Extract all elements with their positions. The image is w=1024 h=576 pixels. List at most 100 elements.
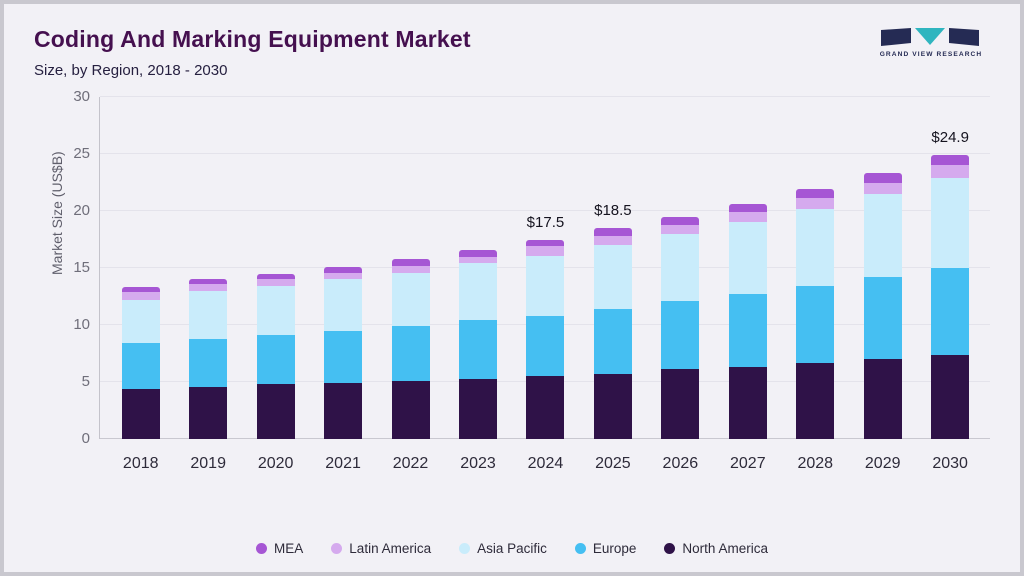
bar-segment-north-america-2019[interactable]: [189, 386, 228, 439]
bar-stack-2026[interactable]: [661, 216, 700, 439]
bar-segment-mea-2030[interactable]: [931, 155, 970, 166]
chart-area: Market Size (US$B) 0 5 10 15 20 25 30 2018 2019…: [49, 88, 990, 472]
bar-segment-latin-america-2025[interactable]: [593, 236, 632, 246]
legend-label-europe: Europe: [592, 541, 637, 556]
bar-segment-north-america-2022[interactable]: [391, 380, 430, 439]
bar-stack-2023[interactable]: [458, 249, 497, 439]
page-title: Coding And Marking Equipment Market: [34, 26, 471, 52]
bar-segment-north-america-2020[interactable]: [256, 384, 295, 439]
bar-segment-europe-2026[interactable]: [661, 301, 700, 370]
bar-segment-north-america-2030[interactable]: [931, 354, 970, 439]
bar-2021: 2021: [311, 266, 375, 472]
bar-segment-europe-2029[interactable]: [863, 277, 902, 360]
legend-item-north-america[interactable]: North America: [664, 541, 768, 556]
bar-segment-mea-2020[interactable]: [256, 273, 295, 280]
bar-segment-asia-pacific-2029[interactable]: [863, 193, 902, 278]
bar-segment-north-america-2028[interactable]: [796, 362, 835, 439]
bar-segment-mea-2029[interactable]: [863, 173, 902, 183]
legend-item-asia-pacific[interactable]: Asia Pacific: [459, 541, 547, 556]
bar-segment-asia-pacific-2021[interactable]: [324, 279, 363, 331]
bar-segment-europe-2018[interactable]: [121, 343, 160, 389]
bar-stack-2025[interactable]: [593, 228, 632, 439]
bar-segment-north-america-2023[interactable]: [458, 378, 497, 439]
bar-segment-europe-2021[interactable]: [324, 330, 363, 384]
bar-segment-asia-pacific-2020[interactable]: [256, 286, 295, 336]
bar-segment-europe-2019[interactable]: [189, 338, 228, 387]
x-tick-label-2022: 2022: [392, 455, 429, 472]
x-tick-label-2028: 2028: [797, 455, 834, 472]
bar-stack-2019[interactable]: [189, 279, 228, 439]
y-tick-label-20: 20: [73, 202, 90, 219]
bar-segment-latin-america-2027[interactable]: [728, 212, 767, 223]
bar-stack-2027[interactable]: [728, 204, 767, 439]
bar-segment-latin-america-2019[interactable]: [189, 283, 228, 291]
bar-segment-mea-2019[interactable]: [189, 279, 228, 284]
bar-segment-asia-pacific-2022[interactable]: [391, 272, 430, 327]
bar-segment-mea-2024[interactable]: [526, 239, 565, 247]
bar-segment-latin-america-2022[interactable]: [391, 265, 430, 273]
bar-segment-asia-pacific-2025[interactable]: [593, 245, 632, 310]
bar-segment-mea-2023[interactable]: [458, 249, 497, 257]
bar-segment-asia-pacific-2030[interactable]: [931, 177, 970, 269]
bar-segment-europe-2030[interactable]: [931, 268, 970, 355]
bar-segment-latin-america-2029[interactable]: [863, 182, 902, 194]
bar-stack-2018[interactable]: [121, 287, 160, 439]
bar-segment-mea-2018[interactable]: [121, 287, 160, 292]
y-tick-label-0: 0: [81, 430, 90, 447]
bar-segment-latin-america-2021[interactable]: [324, 272, 363, 280]
bar-segment-latin-america-2024[interactable]: [526, 246, 565, 256]
bar-segment-asia-pacific-2024[interactable]: [526, 255, 565, 316]
bar-segment-asia-pacific-2019[interactable]: [189, 290, 228, 339]
legend-item-mea[interactable]: MEA: [256, 541, 303, 556]
bar-segment-europe-2028[interactable]: [796, 286, 835, 363]
bar-segment-mea-2026[interactable]: [661, 216, 700, 225]
bar-segment-asia-pacific-2023[interactable]: [458, 263, 497, 321]
bar-segment-asia-pacific-2026[interactable]: [661, 233, 700, 302]
bar-segment-latin-america-2018[interactable]: [121, 291, 160, 300]
bar-2018: 2018: [109, 287, 173, 472]
bar-segment-north-america-2021[interactable]: [324, 383, 363, 439]
bar-segment-mea-2027[interactable]: [728, 204, 767, 213]
bar-segment-mea-2028[interactable]: [796, 189, 835, 199]
bar-segment-latin-america-2023[interactable]: [458, 256, 497, 264]
bar-segment-europe-2020[interactable]: [256, 335, 295, 385]
bar-segment-latin-america-2026[interactable]: [661, 224, 700, 234]
bar-stack-2030[interactable]: [931, 155, 970, 439]
y-tick-label-10: 10: [73, 316, 90, 333]
bar-segment-latin-america-2020[interactable]: [256, 279, 295, 287]
value-label-2024: $17.5: [526, 213, 565, 231]
bar-segment-north-america-2024[interactable]: [526, 376, 565, 439]
bar-segment-asia-pacific-2028[interactable]: [796, 208, 835, 287]
bar-segment-europe-2022[interactable]: [391, 326, 430, 381]
bar-stack-2020[interactable]: [256, 273, 295, 439]
bar-stack-2029[interactable]: [863, 173, 902, 439]
legend-item-latin-america[interactable]: Latin America: [331, 541, 431, 556]
bar-segment-latin-america-2028[interactable]: [796, 198, 835, 209]
bar-segment-europe-2024[interactable]: [526, 315, 565, 377]
bar-stack-2021[interactable]: [324, 266, 363, 439]
legend-marker-asia-pacific: [459, 543, 471, 554]
bar-stack-2024[interactable]: [526, 239, 565, 439]
bar-stack-2022[interactable]: [391, 258, 430, 439]
x-tick-label-2021: 2021: [325, 455, 361, 472]
bar-segment-europe-2027[interactable]: [728, 294, 767, 368]
bar-segment-mea-2025[interactable]: [593, 228, 632, 237]
bar-segment-north-america-2027[interactable]: [728, 367, 767, 439]
bar-stack-2028[interactable]: [796, 189, 835, 439]
bar-2020: 2020: [244, 273, 308, 472]
bar-segment-europe-2025[interactable]: [593, 309, 632, 375]
bar-segment-north-america-2025[interactable]: [593, 374, 632, 439]
bar-segment-asia-pacific-2027[interactable]: [728, 222, 767, 295]
bar-segment-asia-pacific-2018[interactable]: [121, 299, 160, 344]
bar-segment-mea-2022[interactable]: [391, 258, 430, 266]
bar-segment-north-america-2026[interactable]: [661, 369, 700, 439]
bar-segment-north-america-2029[interactable]: [863, 359, 902, 439]
bar-segment-mea-2021[interactable]: [324, 266, 363, 273]
x-tick-label-2027: 2027: [730, 455, 766, 472]
grand-view-research-logo: GRAND VIEW RESEARCH: [876, 26, 986, 58]
x-tick-label-2018: 2018: [122, 455, 159, 472]
bar-segment-europe-2023[interactable]: [458, 320, 497, 379]
bar-segment-latin-america-2030[interactable]: [931, 165, 970, 178]
bar-segment-north-america-2018[interactable]: [121, 388, 160, 439]
legend-item-europe[interactable]: Europe: [574, 541, 637, 556]
